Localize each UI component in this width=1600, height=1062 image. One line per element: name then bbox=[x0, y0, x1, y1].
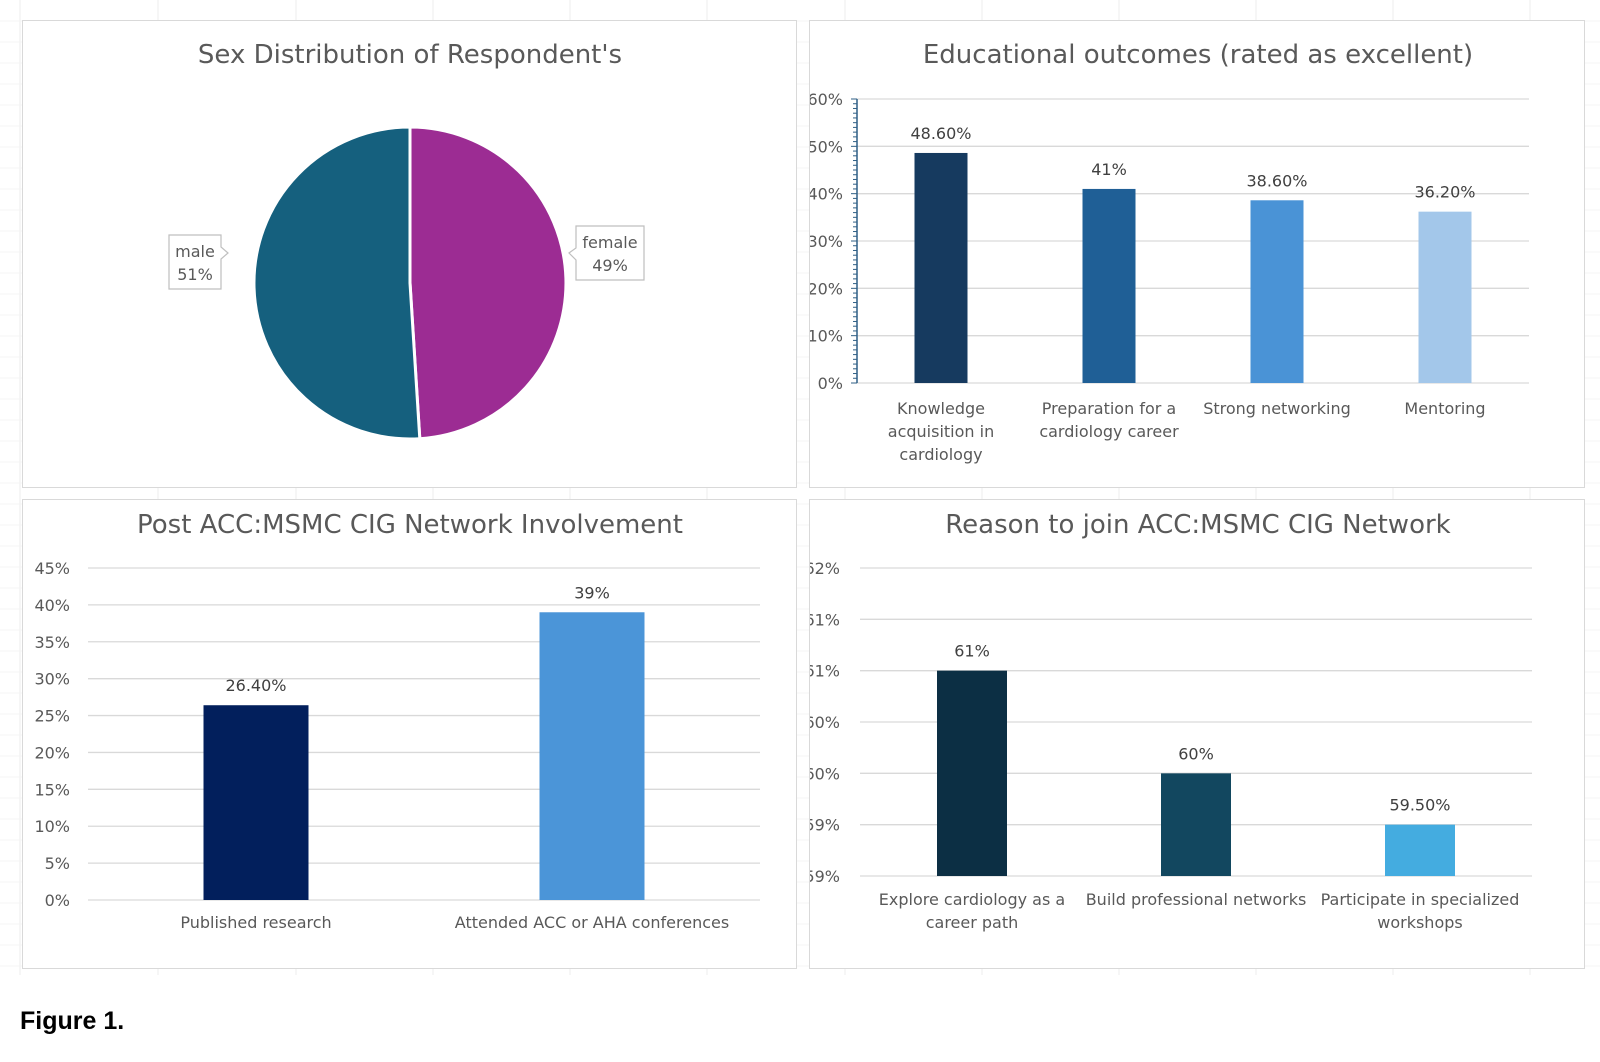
x-category-label: Knowledge bbox=[897, 399, 985, 418]
x-category-label: Explore cardiology as a bbox=[879, 890, 1065, 909]
y-tick-label: 10% bbox=[34, 817, 70, 836]
bar-3 bbox=[1250, 200, 1304, 383]
bar-data-label: 60% bbox=[1178, 744, 1214, 763]
x-category-label: Published research bbox=[180, 913, 331, 932]
bar-data-label: 59.50% bbox=[1389, 796, 1450, 815]
bar-2 bbox=[1161, 773, 1231, 876]
y-tick-label: 59% bbox=[810, 816, 840, 835]
educational-outcomes-svg: Educational outcomes (rated as excellent… bbox=[810, 40, 1529, 464]
bar-data-label: 36.20% bbox=[1414, 183, 1475, 202]
bar-data-label: 39% bbox=[574, 583, 610, 602]
pie-value-female: 49% bbox=[592, 256, 628, 275]
bar-1 bbox=[937, 670, 1007, 876]
bar-2 bbox=[539, 612, 645, 900]
x-category-label: Build professional networks bbox=[1086, 890, 1307, 909]
bar-3 bbox=[1385, 824, 1455, 876]
sex-distribution-svg: Sex Distribution of Respondent's female 4… bbox=[168, 40, 645, 441]
reason-to-join-chart: Reason to join ACC:MSMC CIG Network 59% 5… bbox=[809, 499, 1585, 969]
x-category-label: Attended ACC or AHA conferences bbox=[455, 913, 729, 932]
y-tick-label: 0% bbox=[818, 374, 843, 393]
bar-data-label: 38.60% bbox=[1246, 171, 1307, 190]
y-tick-label: 40% bbox=[810, 185, 843, 204]
pie-value-male: 51% bbox=[177, 265, 213, 284]
y-tick-label: 61% bbox=[810, 610, 840, 629]
pie-label-box-female bbox=[568, 225, 645, 281]
chart-title: Sex Distribution of Respondent's bbox=[198, 40, 622, 70]
y-tick-label: 59% bbox=[810, 867, 840, 886]
y-tick-label: 15% bbox=[34, 780, 70, 799]
x-category-label: cardiology career bbox=[1039, 422, 1179, 441]
chart-title: Educational outcomes (rated as excellent… bbox=[923, 40, 1473, 70]
bar-data-label: 61% bbox=[954, 642, 990, 661]
y-tick-label: 25% bbox=[34, 707, 70, 726]
y-tick-label: 60% bbox=[810, 764, 840, 783]
bar-data-label: 48.60% bbox=[910, 124, 971, 143]
y-tick-label: 30% bbox=[34, 670, 70, 689]
y-tick-label: 60% bbox=[810, 713, 840, 732]
y-tick-label: 20% bbox=[810, 279, 843, 298]
x-category-label: acquisition in bbox=[888, 422, 994, 441]
bar-2 bbox=[1082, 188, 1136, 383]
pie-slice-male bbox=[252, 125, 422, 441]
figure-caption: Figure 1. bbox=[20, 1007, 125, 1035]
pie-label-box-male bbox=[168, 234, 229, 290]
bar-4 bbox=[1418, 211, 1472, 383]
bar-data-label: 26.40% bbox=[225, 676, 286, 695]
chart-title: Post ACC:MSMC CIG Network Involvement bbox=[137, 510, 683, 540]
chart-title: Reason to join ACC:MSMC CIG Network bbox=[945, 510, 1450, 540]
y-tick-label: 10% bbox=[810, 327, 843, 346]
y-tick-label: 45% bbox=[34, 559, 70, 578]
x-category-label: workshops bbox=[1377, 913, 1462, 932]
y-tick-label: 40% bbox=[34, 596, 70, 615]
y-tick-label: 61% bbox=[810, 662, 840, 681]
x-category-label: career path bbox=[926, 913, 1019, 932]
pie-label-male: male bbox=[175, 242, 215, 261]
educational-outcomes-chart: Educational outcomes (rated as excellent… bbox=[809, 20, 1585, 488]
y-tick-label: 5% bbox=[45, 854, 70, 873]
pie-layer: female 49% male 51% bbox=[168, 125, 645, 441]
x-category-label: cardiology bbox=[899, 445, 982, 464]
pie-label-female: female bbox=[582, 233, 637, 252]
y-tick-label: 30% bbox=[810, 232, 843, 251]
sex-distribution-chart: Sex Distribution of Respondent's female 4… bbox=[22, 20, 797, 488]
x-category-label: Participate in specialized bbox=[1321, 890, 1520, 909]
bar-1 bbox=[203, 705, 309, 900]
x-category-label: Preparation for a bbox=[1042, 399, 1176, 418]
pie-slice-female bbox=[408, 125, 568, 441]
x-category-label: Mentoring bbox=[1404, 399, 1485, 418]
y-tick-label: 62% bbox=[810, 559, 840, 578]
y-tick-label: 50% bbox=[810, 137, 843, 156]
y-tick-label: 20% bbox=[34, 743, 70, 762]
y-tick-label: 60% bbox=[810, 90, 843, 109]
y-tick-label: 35% bbox=[34, 633, 70, 652]
x-category-label: Strong networking bbox=[1203, 399, 1351, 418]
network-involvement-svg: Post ACC:MSMC CIG Network Involvement 0%… bbox=[34, 510, 760, 932]
network-involvement-chart: Post ACC:MSMC CIG Network Involvement 0%… bbox=[22, 499, 797, 969]
bar-1 bbox=[914, 152, 968, 383]
y-tick-label: 0% bbox=[45, 891, 70, 910]
bar-data-label: 41% bbox=[1091, 160, 1127, 179]
reason-to-join-svg: Reason to join ACC:MSMC CIG Network 59% 5… bbox=[810, 510, 1532, 932]
